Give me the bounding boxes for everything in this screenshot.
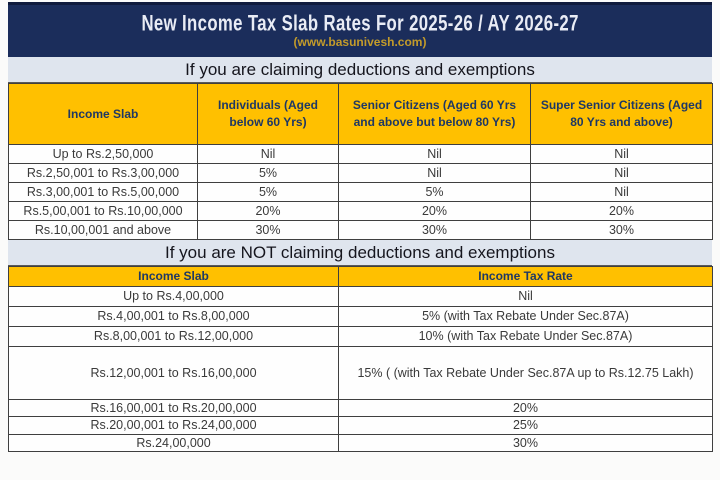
page-title: New Income Tax Slab Rates For 2025-26 / …	[141, 10, 579, 36]
tax-rate-cell: Nil	[338, 144, 531, 164]
table-row: Rs.20,00,001 to Rs.24,00,000 25%	[8, 416, 713, 435]
column-header-individuals: Individuals (Aged below 60 Yrs)	[197, 83, 339, 145]
table-header-row: Income Slab Individuals (Aged below 60 Y…	[8, 83, 713, 145]
website-credit: (www.basunivesh.com)	[293, 35, 427, 49]
income-slab-cell: Up to Rs.4,00,000	[8, 286, 339, 307]
tax-rate-cell: 20%	[338, 398, 713, 418]
section-heading-claiming: If you are claiming deductions and exemp…	[8, 57, 712, 83]
tax-rate-cell: 30%	[338, 433, 713, 452]
table-row: Rs.4,00,001 to Rs.8,00,000 5% (with Tax …	[8, 306, 713, 327]
table-header-row: Income Slab Income Tax Rate	[8, 266, 713, 287]
tax-rate-cell: 25%	[338, 416, 713, 435]
tax-rate-cell: 5% (with Tax Rebate Under Sec.87A)	[338, 306, 713, 327]
table-row: Rs.5,00,001 to Rs.10,00,000 20% 20% 20%	[8, 201, 713, 221]
table-row: Rs.8,00,001 to Rs.12,00,000 10% (with Ta…	[8, 326, 713, 347]
table-row: Up to Rs.4,00,000 Nil	[8, 286, 713, 307]
tax-rate-cell: 15% ( (with Tax Rebate Under Sec.87A up …	[338, 346, 713, 400]
tax-rate-cell: 20%	[338, 201, 531, 221]
tax-rate-cell: 5%	[197, 163, 339, 183]
tax-rate-cell: 10% (with Tax Rebate Under Sec.87A)	[338, 326, 713, 347]
tax-rate-cell: 20%	[530, 201, 713, 221]
tax-rate-cell: 30%	[197, 220, 339, 240]
income-slab-cell: Rs.12,00,001 to Rs.16,00,000	[8, 346, 339, 400]
table-row: Rs.12,00,001 to Rs.16,00,000 15% ( (with…	[8, 346, 713, 400]
tax-rate-cell: 30%	[338, 220, 531, 240]
income-slab-cell: Rs.20,00,001 to Rs.24,00,000	[8, 416, 339, 435]
income-slab-cell: Rs.8,00,001 to Rs.12,00,000	[8, 326, 339, 347]
table-row: Rs.10,00,001 and above 30% 30% 30%	[8, 220, 713, 240]
income-slab-cell: Rs.2,50,001 to Rs.3,00,000	[8, 163, 198, 183]
income-slab-cell: Rs.16,00,001 to Rs.20,00,000	[8, 398, 339, 418]
column-header-super-senior-citizens: Super Senior Citizens (Aged 80 Yrs and a…	[530, 83, 713, 145]
income-slab-cell: Rs.24,00,000	[8, 433, 339, 452]
section-heading-not-claiming: If you are NOT claiming deductions and e…	[8, 240, 712, 266]
income-slab-cell: Rs.5,00,001 to Rs.10,00,000	[8, 201, 198, 221]
table-row: Rs.2,50,001 to Rs.3,00,000 5% Nil Nil	[8, 163, 713, 183]
tax-rate-cell: Nil	[338, 286, 713, 307]
table-row: Up to Rs.2,50,000 Nil Nil Nil	[8, 144, 713, 164]
tax-rate-cell: Nil	[530, 182, 713, 202]
income-slab-cell: Rs.4,00,001 to Rs.8,00,000	[8, 306, 339, 327]
claiming-tax-table: Income Slab Individuals (Aged below 60 Y…	[8, 83, 713, 240]
column-header-income-tax-rate: Income Tax Rate	[338, 266, 713, 287]
tax-rate-cell: 30%	[530, 220, 713, 240]
not-claiming-tax-table: Income Slab Income Tax Rate Up to Rs.4,0…	[8, 266, 713, 452]
masthead: New Income Tax Slab Rates For 2025-26 / …	[8, 2, 712, 57]
tax-rate-cell: Nil	[530, 163, 713, 183]
table-row: Rs.16,00,001 to Rs.20,00,000 20%	[8, 398, 713, 418]
tax-rate-cell: Nil	[530, 144, 713, 164]
tax-rate-cell: Nil	[338, 163, 531, 183]
tax-rate-cell: Nil	[197, 144, 339, 164]
column-header-income-slab: Income Slab	[8, 266, 339, 287]
column-header-income-slab: Income Slab	[8, 83, 198, 145]
income-slab-cell: Rs.3,00,001 to Rs.5,00,000	[8, 182, 198, 202]
tax-rate-cell: 5%	[338, 182, 531, 202]
table-row: Rs.24,00,000 30%	[8, 433, 713, 452]
column-header-senior-citizens: Senior Citizens (Aged 60 Yrs and above b…	[338, 83, 531, 145]
content-sheet: New Income Tax Slab Rates For 2025-26 / …	[8, 2, 713, 452]
income-slab-cell: Rs.10,00,001 and above	[8, 220, 198, 240]
income-slab-cell: Up to Rs.2,50,000	[8, 144, 198, 164]
table-row: Rs.3,00,001 to Rs.5,00,000 5% 5% Nil	[8, 182, 713, 202]
tax-rate-cell: 5%	[197, 182, 339, 202]
tax-rate-cell: 20%	[197, 201, 339, 221]
